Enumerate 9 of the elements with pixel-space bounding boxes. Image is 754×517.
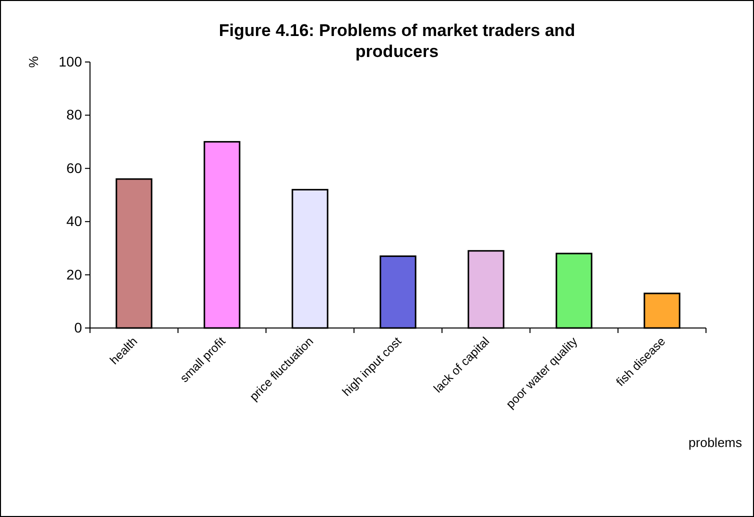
y-tick-label: 40	[66, 213, 82, 230]
y-tick-label: 60	[66, 160, 82, 176]
y-tick-label: 20	[66, 266, 82, 282]
y-tick-label: 80	[66, 106, 82, 123]
x-axis-title: problems	[688, 435, 742, 450]
y-axis-title: %	[26, 56, 41, 68]
y-tick-label: 0	[74, 319, 82, 336]
y-tick-label: 100	[58, 53, 82, 70]
chart-title: Figure 4.16: Problems of market traders and producers	[218, 21, 576, 61]
